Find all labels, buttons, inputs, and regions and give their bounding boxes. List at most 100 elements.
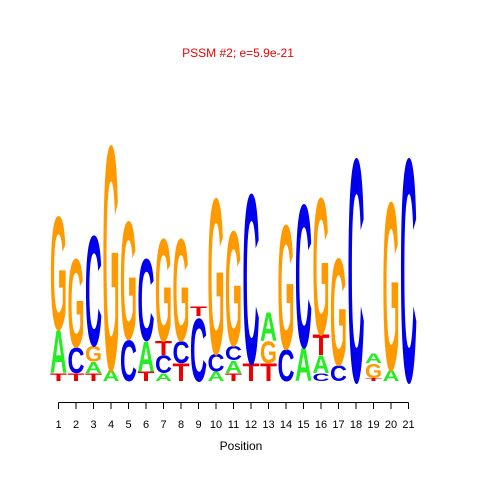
x-tick-label: 15 <box>297 419 309 431</box>
logo-letter: A <box>50 318 67 387</box>
logo-stack: CT <box>190 299 208 400</box>
logo-letter: T <box>138 369 156 384</box>
logo-letter: C <box>68 341 85 381</box>
logo-stack: TC <box>243 144 260 416</box>
x-tick-label: 11 <box>228 419 239 431</box>
logo-letter: A <box>155 371 172 384</box>
x-tick-label: 1 <box>55 419 61 431</box>
logo-stack: ACG <box>208 152 225 401</box>
logo-letter: T <box>68 371 85 383</box>
logo-letter: G <box>225 197 242 381</box>
logo-letter: C <box>208 350 225 378</box>
logo-letter: C <box>330 360 347 385</box>
logo-letter: G <box>365 360 382 382</box>
logo-letter: C <box>138 235 155 365</box>
logo-stack: AG <box>383 153 400 422</box>
logo-stack: TCG <box>68 234 85 384</box>
x-tick-label: 18 <box>350 419 362 431</box>
logo-stack: CG <box>278 187 295 391</box>
logo-letter: G <box>330 228 347 399</box>
logo-stack: AC <box>295 162 312 392</box>
x-tick-label: 2 <box>73 419 79 431</box>
x-tick-label: 17 <box>332 419 344 431</box>
x-tick-label: 14 <box>280 419 292 431</box>
logo-stack: TGA <box>365 352 382 383</box>
logo-letter: T <box>243 358 260 386</box>
logo-stack: TGA <box>260 305 277 387</box>
logo-letter: G <box>155 209 172 373</box>
x-axis: 1 2 3 4 5 6 7 8 9 10 11 12 13 14 15 16 17 18 19 20 21 <box>55 402 415 431</box>
logo-stack: CG <box>330 228 347 399</box>
logo-letter: G <box>260 334 277 370</box>
logo-letter: T <box>225 371 242 383</box>
logo-letter: A <box>208 370 225 385</box>
x-tick-label: 20 <box>385 419 397 431</box>
logo-letter: C <box>278 340 295 391</box>
logo-letter: T <box>50 371 67 383</box>
logo-letter: G <box>313 157 330 376</box>
logo-letter: A <box>85 360 102 377</box>
logo-stack: TAG <box>50 183 67 386</box>
logo-letter: C <box>155 351 172 379</box>
logo-stack: C <box>348 93 365 450</box>
logo-letter: C <box>295 162 312 391</box>
logo-letter: G <box>103 80 120 438</box>
logo-letter: G <box>120 187 137 375</box>
logo-stack: C <box>400 93 417 450</box>
x-tick-label: 8 <box>178 419 184 431</box>
x-tick-label: 21 <box>402 419 414 431</box>
logo-letter: A <box>260 305 277 350</box>
logo-stack: TAC <box>138 235 156 384</box>
logo-letter: G <box>85 341 102 366</box>
logo-letter: C <box>348 93 365 450</box>
x-axis-title: Position <box>220 439 263 453</box>
logo-letter: T <box>190 304 208 319</box>
x-tick-label: 12 <box>245 419 257 431</box>
logo-letter: A <box>365 352 382 367</box>
logo-stack: CG <box>120 187 137 394</box>
x-tick-label: 5 <box>125 419 131 431</box>
logo-letter: C <box>190 299 207 400</box>
logo-letter: G <box>278 187 295 386</box>
x-tick-label: 7 <box>160 419 166 431</box>
logo-letter: A <box>138 334 155 381</box>
logo-letter: A <box>103 368 120 385</box>
x-tick-label: 13 <box>262 419 274 431</box>
logo-letter: T <box>85 371 102 383</box>
logo-letter: G <box>383 153 400 422</box>
x-tick-label: 6 <box>143 419 149 431</box>
x-tick-label: 19 <box>367 419 379 431</box>
x-tick-label: 4 <box>108 419 114 431</box>
logo-letter: A <box>313 351 330 379</box>
logo-letter: T <box>365 377 382 382</box>
x-tick-label: 10 <box>210 419 222 431</box>
logo-letter: C <box>120 330 137 394</box>
chart-title: PSSM #2; e=5.9e-21 <box>182 46 294 60</box>
logo-letter: A <box>225 357 242 377</box>
logo-letter: C <box>243 144 260 416</box>
logo-letter: G <box>68 234 85 375</box>
logo-letter: T <box>313 329 331 362</box>
logo-letter: G <box>50 183 67 364</box>
logo-letter: T <box>155 338 172 360</box>
logo-letter: T <box>173 358 190 386</box>
logo-letter: G <box>173 209 190 373</box>
logo-letter: C <box>225 341 242 364</box>
x-tick-label: 9 <box>195 419 201 431</box>
logo-letter: C <box>85 203 102 379</box>
logo-stack: TCG <box>173 209 190 387</box>
logo-stack: AG <box>103 80 120 438</box>
logo-letter: A <box>383 368 400 385</box>
x-tick-label: 16 <box>315 419 327 431</box>
logo-letter: T <box>260 358 277 386</box>
logo-letter: C <box>313 371 330 384</box>
logo-letter: G <box>208 152 225 401</box>
x-tick-label: 3 <box>90 419 96 431</box>
logo-letter: A <box>295 338 312 391</box>
